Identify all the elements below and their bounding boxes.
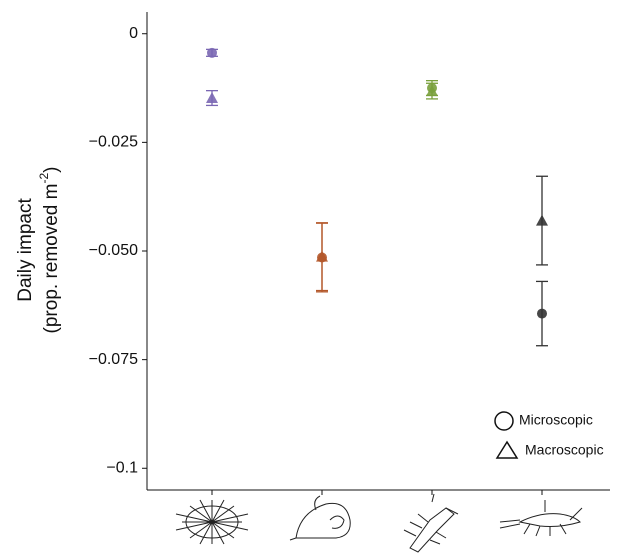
legend-marker [495, 440, 519, 459]
y-tick-label: 0 [129, 25, 138, 42]
legend-label: Macroscopic [525, 442, 604, 458]
point [426, 85, 438, 97]
point [536, 214, 548, 226]
y-tick-label: −0.1 [106, 459, 138, 476]
y-label-sup: -2 [37, 173, 51, 184]
y-tick-label: −0.025 [89, 134, 138, 151]
y-axis-label: Daily impact [15, 198, 36, 302]
urchin-icon [175, 499, 249, 545]
snail-icon [289, 495, 351, 541]
legend: Microscopic Macroscopic [494, 411, 604, 459]
y-axis-label: (prop. removed m-2) [37, 167, 62, 334]
point [537, 308, 547, 319]
y-label-text: (prop. removed m [41, 184, 62, 334]
point [206, 92, 218, 104]
y-tick-label: −0.075 [89, 351, 138, 368]
point [207, 47, 217, 58]
legend-label: Microscopic [519, 412, 593, 428]
y-tick-label: −0.050 [89, 242, 138, 259]
amphipod-icon [499, 500, 583, 537]
legend-marker [494, 411, 514, 431]
isopod-icon [403, 493, 459, 553]
y-label-text: ) [41, 167, 62, 173]
point [316, 250, 328, 262]
